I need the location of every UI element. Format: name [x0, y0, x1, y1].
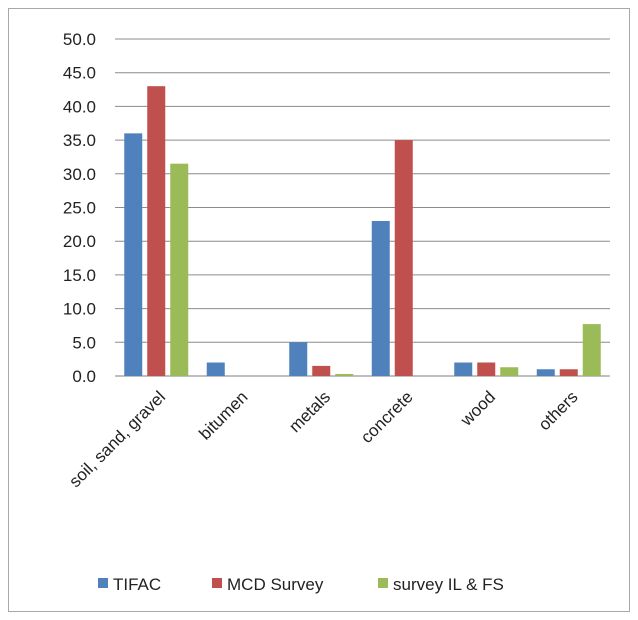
- bar-survey-il-fs-2: [335, 373, 354, 376]
- bar-mcd-survey-0: [147, 86, 166, 377]
- bar-tifac-2: [289, 342, 308, 376]
- y-tick-label: 10.0: [63, 300, 96, 319]
- y-tick-label: 20.0: [63, 232, 96, 251]
- gridlines: [115, 38, 610, 377]
- chart-frame: [8, 8, 630, 612]
- bar-mcd-survey-4: [477, 362, 496, 376]
- bar-survey-il-fs-0: [170, 163, 189, 376]
- category-label: others: [535, 387, 582, 434]
- legend-label: TIFAC: [113, 575, 161, 594]
- bar-survey-il-fs-4: [500, 367, 519, 376]
- bar-mcd-survey-3: [394, 140, 413, 376]
- bar-tifac-5: [536, 369, 555, 376]
- category-label: concrete: [357, 387, 417, 447]
- bar-tifac-0: [124, 133, 143, 376]
- category-label: soil, sand, gravel: [65, 387, 169, 491]
- bars: [124, 86, 601, 377]
- legend-label: survey IL & FS: [393, 575, 504, 594]
- category-label: wood: [456, 387, 499, 430]
- bar-mcd-survey-5: [559, 369, 578, 376]
- category-label: bitumen: [195, 387, 251, 443]
- y-tick-label: 40.0: [63, 97, 96, 116]
- y-tick-label: 35.0: [63, 131, 96, 150]
- y-tick-label: 50.0: [63, 30, 96, 49]
- y-tick-label: 15.0: [63, 266, 96, 285]
- y-tick-label: 45.0: [63, 64, 96, 83]
- y-tick-label: 30.0: [63, 165, 96, 184]
- x-axis-labels: soil, sand, gravel bitumen metals concrete w…: [65, 387, 581, 491]
- bar-tifac-1: [206, 362, 225, 376]
- y-tick-label: 0.0: [72, 367, 96, 386]
- bar-tifac-3: [371, 220, 390, 376]
- y-tick-label: 5.0: [72, 333, 96, 352]
- bar-mcd-survey-2: [312, 365, 331, 376]
- bar-tifac-4: [454, 362, 473, 376]
- y-axis-ticks: 0.0 5.0 10.0 15.0 20.0 25.0 30.0 35.0 40.0 45.0 50…: [63, 30, 96, 386]
- legend-swatch: [98, 578, 108, 588]
- bar-survey-il-fs-5: [582, 324, 601, 376]
- legend: TIFAC MCD Survey survey IL & FS: [98, 575, 504, 594]
- legend-label: MCD Survey: [227, 575, 324, 594]
- legend-swatch: [212, 578, 222, 588]
- y-tick-label: 25.0: [63, 199, 96, 218]
- legend-swatch: [378, 578, 388, 588]
- category-label: metals: [285, 387, 334, 436]
